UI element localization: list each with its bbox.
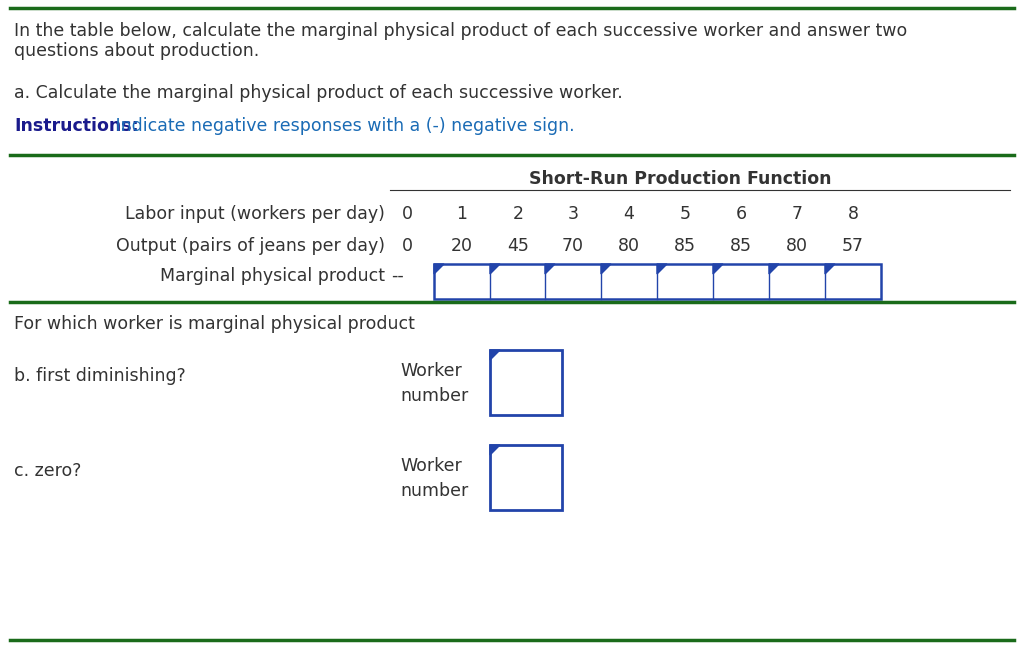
Text: Indicate negative responses with a (-) negative sign.: Indicate negative responses with a (-) n… [110,117,574,135]
Text: 45: 45 [507,237,529,255]
Text: 0: 0 [401,237,413,255]
Text: 20: 20 [451,237,473,255]
Bar [490,350,562,415]
Text: Short-Run Production Function: Short-Run Production Function [528,170,831,188]
Bar [490,445,562,510]
Polygon shape [490,264,500,274]
Polygon shape [825,264,835,274]
Text: Output (pairs of jeans per day): Output (pairs of jeans per day) [116,237,385,255]
Text: 85: 85 [674,237,696,255]
Text: 57: 57 [842,237,864,255]
Text: 4: 4 [624,205,635,223]
Text: --: -- [390,267,403,285]
Text: For which worker is marginal physical product: For which worker is marginal physical pr… [14,315,415,333]
Text: 1: 1 [457,205,468,223]
Text: 0: 0 [401,205,413,223]
Text: 5: 5 [680,205,690,223]
Polygon shape [490,445,500,455]
Polygon shape [490,350,500,360]
Text: Marginal physical product: Marginal physical product [160,267,385,285]
Text: In the table below, calculate the marginal physical product of each successive w: In the table below, calculate the margin… [14,22,907,40]
Text: Worker
number: Worker number [400,457,468,500]
Polygon shape [657,264,667,274]
Text: 2: 2 [512,205,523,223]
Text: 80: 80 [786,237,808,255]
Bar [434,264,881,299]
Text: a. Calculate the marginal physical product of each successive worker.: a. Calculate the marginal physical produ… [14,84,623,102]
Text: questions about production.: questions about production. [14,42,259,60]
Polygon shape [713,264,723,274]
Text: 70: 70 [562,237,584,255]
Text: 6: 6 [735,205,746,223]
Text: 7: 7 [792,205,803,223]
Text: 80: 80 [618,237,640,255]
Text: 3: 3 [567,205,579,223]
Text: c. zero?: c. zero? [14,462,81,480]
Polygon shape [545,264,555,274]
Text: Labor input (workers per day): Labor input (workers per day) [125,205,385,223]
Text: 8: 8 [848,205,858,223]
Polygon shape [434,264,444,274]
Text: b. first diminishing?: b. first diminishing? [14,367,185,385]
Polygon shape [769,264,779,274]
Text: 85: 85 [730,237,752,255]
Text: Worker
number: Worker number [400,362,468,405]
Polygon shape [601,264,611,274]
Text: Instructions:: Instructions: [14,117,138,135]
